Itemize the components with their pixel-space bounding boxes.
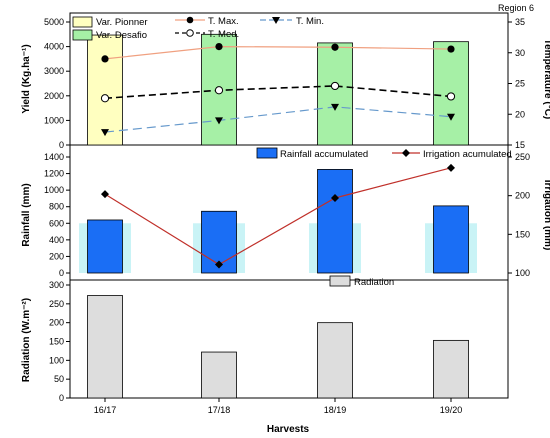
rainfall-tick-label: 200 [49, 251, 64, 261]
yield-bar-18/19 [317, 42, 353, 146]
legend-marker-tmax [186, 16, 194, 24]
rainfall-bar-18/19 [317, 169, 353, 274]
rainfall-tick-label: 1200 [44, 169, 64, 179]
tmax-point [331, 43, 339, 51]
temp-tick-label: 35 [515, 17, 525, 27]
yield-tick-label: 2000 [44, 91, 64, 101]
legend-marker-tmed [186, 29, 194, 37]
legend-tmin: T. Min. [296, 16, 324, 27]
rainfall-tick-label: 600 [49, 218, 64, 228]
radiation-bar-17/18 [201, 351, 237, 399]
legend-desafio: Var. Desafio [96, 30, 147, 41]
legend-swatch-radiation [329, 275, 351, 287]
radiation-tick-label: 100 [49, 355, 64, 365]
legend-marker-tmin [272, 17, 280, 24]
radiation-tick-label: 250 [49, 299, 64, 309]
yield-tick-label: 5000 [44, 17, 64, 27]
radiation-bar-19/20 [433, 339, 469, 399]
tmed-point [100, 94, 110, 103]
legend-marker-irrigation [402, 149, 410, 157]
irrigation-point [447, 163, 455, 172]
yield-tick-label: 3000 [44, 66, 64, 76]
temp-tick-label: 30 [515, 48, 525, 58]
radiation-tick-label: 0 [59, 393, 64, 403]
temp-line-1 [104, 85, 452, 100]
irrigation-tick-label: 150 [515, 229, 530, 239]
tmin-point [215, 117, 223, 125]
temp-tick-label: 15 [515, 140, 525, 150]
radiation-bar-18/19 [317, 322, 353, 399]
tmax-point [215, 43, 223, 51]
irrigation-point [331, 193, 339, 202]
temperature-axis-label: Temperature (°C) [542, 39, 550, 120]
region-label: Region 6 [498, 3, 534, 13]
legend-tmed: T. Med. [208, 29, 239, 40]
tmin-point [447, 113, 455, 121]
tmin-point [101, 129, 109, 137]
legend-rainfall: Rainfall accumulated [280, 149, 368, 160]
legend-swatch-desafio [72, 29, 93, 41]
rainfall-tick-label: 1000 [44, 185, 64, 195]
irrigation-tick-label: 100 [515, 268, 530, 278]
yield-bar-16/17 [87, 34, 123, 146]
radiation-bar-16/17 [87, 295, 123, 399]
yield-tick-label: 0 [59, 140, 64, 150]
yield-tick-label: 1000 [44, 115, 64, 125]
radiation-tick-label: 300 [49, 280, 64, 290]
tmax-point [447, 45, 455, 53]
yield-axis-label: Yield (Kg.ha⁻¹) [21, 44, 32, 113]
rainfall-axis-label: Rainfall (mm) [21, 183, 32, 246]
x-tick-label: 19/20 [440, 405, 463, 415]
x-tick-label: 16/17 [94, 405, 117, 415]
rainfall-tick-label: 800 [49, 202, 64, 212]
rainfall-tick-label: 1400 [44, 152, 64, 162]
temp-tick-label: 25 [515, 79, 525, 89]
legend-radiation: Radiation [354, 277, 394, 288]
radiation-tick-label: 50 [54, 374, 64, 384]
radiation-axis-label: Radiation (W.m⁻²) [21, 298, 32, 382]
tmin-point [331, 103, 339, 111]
rainfall-tick-label: 0 [59, 268, 64, 278]
yield-tick-label: 4000 [44, 42, 64, 52]
tmed-point [330, 81, 340, 91]
irrigation-point [215, 260, 223, 269]
rainfall-bar-19/20 [433, 205, 469, 274]
x-tick-label: 18/19 [324, 405, 347, 415]
x-tick-label: 17/18 [208, 405, 231, 415]
panel-frame-3 [69, 279, 509, 399]
legend-irrigation: Irrigation acumulated [423, 149, 512, 160]
rainfall-tick-label: 400 [49, 235, 64, 245]
rainfall-bar-16/17 [87, 219, 123, 274]
radiation-tick-label: 200 [49, 318, 64, 328]
temp-tick-label: 20 [515, 109, 525, 119]
irrigation-line [104, 167, 452, 266]
irrigation-point [101, 190, 109, 199]
temp-line-2 [104, 106, 452, 133]
irrigation-tick-label: 250 [515, 152, 530, 162]
tmed-point [214, 86, 224, 95]
legend-swatch-pionner [72, 16, 93, 28]
legend-tmax: T. Max. [208, 16, 239, 27]
x-axis-label: Harvests [267, 424, 310, 435]
tmax-point [101, 55, 109, 63]
legend-pionner: Var. Pionner [96, 17, 148, 28]
irrigation-axis-label: Irrigation (mm) [542, 180, 550, 251]
tmed-point [446, 92, 456, 101]
legend-swatch-rainfall [256, 147, 278, 159]
radiation-tick-label: 150 [49, 337, 64, 347]
irrigation-tick-label: 200 [515, 191, 530, 201]
temp-line-0 [104, 45, 452, 60]
